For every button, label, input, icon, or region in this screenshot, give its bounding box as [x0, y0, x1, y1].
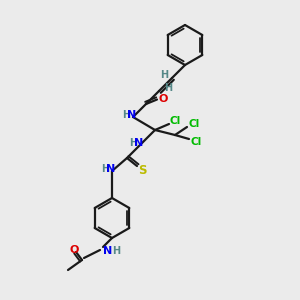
Text: N: N	[103, 246, 112, 256]
Text: H: H	[164, 83, 172, 93]
Text: H: H	[129, 138, 137, 148]
Text: H: H	[122, 110, 130, 120]
Text: O: O	[158, 94, 168, 104]
Text: O: O	[69, 245, 79, 255]
Text: H: H	[112, 246, 120, 256]
Text: N: N	[134, 138, 144, 148]
Text: S: S	[138, 164, 146, 176]
Text: Cl: Cl	[169, 116, 181, 126]
Text: N: N	[128, 110, 136, 120]
Text: N: N	[106, 164, 116, 174]
Text: H: H	[160, 70, 168, 80]
Text: Cl: Cl	[188, 119, 200, 129]
Text: Cl: Cl	[190, 137, 202, 147]
Text: H: H	[101, 164, 109, 174]
